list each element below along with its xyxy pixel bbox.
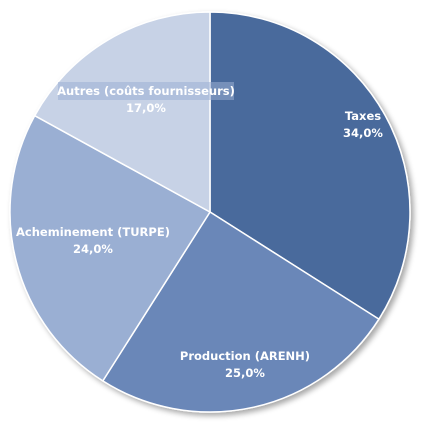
value-label: 34,0% [343, 126, 383, 140]
pie-slice-2 [101, 210, 380, 413]
label-background [58, 82, 234, 100]
category-label: Autres (coûts fournisseurs) [57, 84, 235, 98]
value-label: 17,0% [126, 101, 166, 115]
pie-slice-4 [33, 11, 211, 214]
category-label: Production (ARENH) [180, 349, 310, 363]
pie-slice-1 [209, 11, 411, 321]
pie-label-1: Taxes 34,0% [343, 109, 383, 140]
pie-slices [9, 11, 411, 413]
category-label: Taxes [345, 109, 381, 123]
pie-label-4: Autres (coûts fournisseurs) 17,0% [57, 82, 235, 115]
value-label: 25,0% [225, 366, 265, 380]
pie-label-2: Production (ARENH) 25,0% [180, 349, 310, 380]
pie-labels: Taxes 34,0% Production (ARENH) 25,0% Achemin… [16, 82, 383, 380]
category-label: Acheminement (TURPE) [16, 225, 170, 239]
pie-slice-3 [9, 114, 212, 382]
value-label: 24,0% [73, 242, 113, 256]
pie-label-3: Acheminement (TURPE) 24,0% [16, 225, 170, 256]
